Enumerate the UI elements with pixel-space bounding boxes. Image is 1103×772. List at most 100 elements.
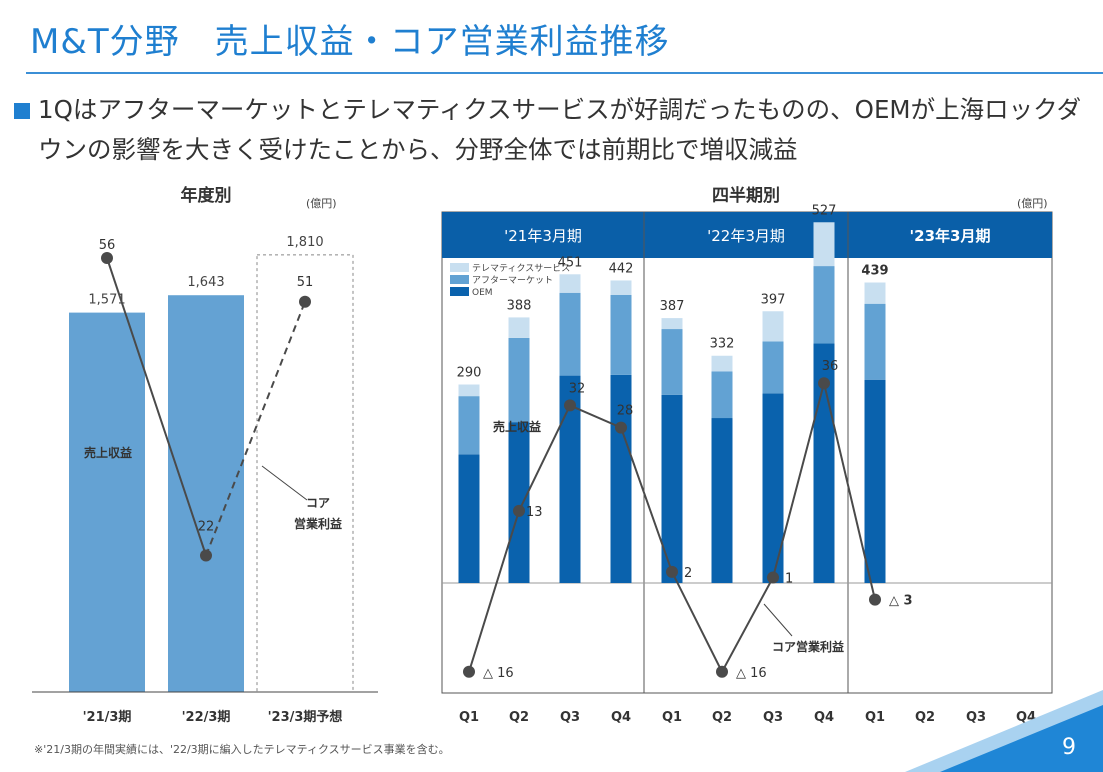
quarterly-profit-label: △ 3 <box>889 594 913 609</box>
quarterly-total-label: 451 <box>558 255 583 270</box>
annual-profit-point <box>200 549 212 562</box>
quarterly-total-label: 332 <box>710 337 735 352</box>
quarterly-bar-segment <box>458 454 480 583</box>
annual-profit-series-label: 営業利益 <box>294 516 342 531</box>
legend-swatch <box>450 287 469 296</box>
quarterly-bar-segment <box>610 280 632 295</box>
quarterly-bar-segment <box>610 294 632 375</box>
summary-bullet: 1Qはアフターマーケットとテレマティクスサービスが好調だったものの、OEMが上海… <box>38 95 1082 164</box>
quarterly-profit-point <box>869 593 881 606</box>
quarterly-profit-point <box>615 421 627 434</box>
quarterly-profit-leader <box>763 603 793 637</box>
annual-bar-forecast <box>256 254 354 693</box>
quarterly-bar-segment <box>762 311 784 342</box>
annual-x-tick: '22/3期 <box>182 710 231 725</box>
quarterly-profit-label: 2 <box>684 566 692 581</box>
annual-revenue-series-label: 売上収益 <box>84 445 132 460</box>
quarterly-x-tick: Q4 <box>814 710 834 725</box>
legend-label: テレマティクスサービス <box>472 263 570 274</box>
quarterly-profit-point <box>767 571 779 584</box>
quarterly-profit-label: 36 <box>822 359 839 374</box>
annual-profit-series-label: コア <box>306 496 330 510</box>
quarterly-x-tick: Q1 <box>865 710 885 725</box>
quarterly-bar-segment <box>813 266 835 344</box>
quarterly-profit-point <box>818 377 830 390</box>
quarterly-bar-segment <box>661 394 683 583</box>
quarterly-bar-segment <box>661 318 683 330</box>
quarterly-x-tick: Q2 <box>712 710 732 725</box>
quarterly-profit-line <box>468 382 825 674</box>
quarterly-bar-segment <box>508 337 530 423</box>
quarterly-x-tick: Q4 <box>611 710 631 725</box>
annual-bar <box>168 295 244 692</box>
legend-label: OEM <box>472 288 493 298</box>
quarterly-x-tick: Q1 <box>459 710 479 725</box>
annual-profit-point <box>299 295 311 308</box>
quarterly-unit-label: (億円) <box>1017 197 1048 210</box>
annual-profit-line <box>106 257 207 556</box>
quarterly-bar-segment <box>458 384 480 397</box>
quarterly-x-tick: Q2 <box>915 710 935 725</box>
annual-profit-line-forecast <box>205 301 306 556</box>
quarterly-bar-segment <box>508 422 530 583</box>
annual-profit-point <box>101 252 113 264</box>
period-header <box>442 212 644 258</box>
annual-bar <box>69 312 145 692</box>
annual-revenue-label: 1,810 <box>286 235 323 250</box>
quarterly-profit-label: 13 <box>526 505 543 520</box>
annual-x-tick: '21/3期 <box>83 710 132 725</box>
quarterly-profit-label: △ 16 <box>736 666 767 681</box>
legend-swatch <box>450 275 469 284</box>
quarterly-total-label: 527 <box>812 203 837 218</box>
quarterly-total-label: 388 <box>507 298 532 313</box>
quarterly-profit-point <box>564 399 576 412</box>
quarterly-bar-segment <box>711 418 733 583</box>
period-header-label: '23年3月期 <box>910 227 991 245</box>
quarterly-profit-label: 1 <box>785 571 793 586</box>
bullet-square-icon <box>14 103 30 119</box>
quarterly-profit-label: △ 16 <box>483 666 514 681</box>
quarterly-revenue-series-label: 売上収益 <box>493 419 541 434</box>
footnote: ※'21/3期の年間実績には、'22/3期に編入したテレマティクスサービス事業を… <box>34 743 450 756</box>
quarterly-x-tick: Q3 <box>966 710 986 725</box>
quarterly-x-tick: Q3 <box>763 710 783 725</box>
quarterly-bar-segment <box>661 329 683 395</box>
page-title: M&T分野 売上収益・コア営業利益推移 <box>30 22 670 62</box>
quarterly-bar-segment <box>864 282 886 304</box>
quarterly-bar-segment <box>762 393 784 583</box>
quarterly-total-label: 290 <box>457 365 482 380</box>
quarterly-bar-segment <box>508 317 530 338</box>
legend-swatch <box>450 263 469 272</box>
page-number: 9 <box>1062 735 1076 760</box>
quarterly-chart-title: 四半期別 <box>712 185 780 206</box>
quarterly-total-label: 387 <box>660 299 685 314</box>
annual-chart-title: 年度別 <box>181 185 232 206</box>
quarterly-bar-segment <box>711 371 733 419</box>
title-divider <box>26 72 1103 74</box>
annual-profit-label: 56 <box>99 238 116 253</box>
period-header-label: '22年3月期 <box>707 227 785 245</box>
quarterly-bar-segment <box>559 292 581 376</box>
quarterly-profit-point <box>463 665 475 678</box>
quarterly-x-tick: Q1 <box>662 710 682 725</box>
quarterly-bar-segment <box>762 341 784 394</box>
quarterly-frame <box>441 211 1053 694</box>
quarterly-profit-point <box>666 565 678 578</box>
quarterly-profit-line <box>823 382 876 600</box>
annual-revenue-label: 1,571 <box>88 293 125 308</box>
quarterly-total-label: 397 <box>761 292 786 307</box>
quarterly-x-tick: Q3 <box>560 710 580 725</box>
quarterly-total-label: 442 <box>609 261 634 276</box>
annual-revenue-label: 1,643 <box>187 275 224 290</box>
period-header <box>848 212 1052 258</box>
quarterly-profit-series-label: コア営業利益 <box>772 639 844 654</box>
annual-profit-label: 22 <box>198 520 215 535</box>
annual-x-tick: '23/3期予想 <box>268 709 343 725</box>
quarterly-bar-segment <box>864 303 886 380</box>
annual-unit-label: (億円) <box>306 197 337 210</box>
legend-label: アフターマーケット <box>472 275 553 286</box>
quarterly-bar-segment <box>813 222 835 267</box>
quarterly-total-label: 439 <box>861 264 888 279</box>
